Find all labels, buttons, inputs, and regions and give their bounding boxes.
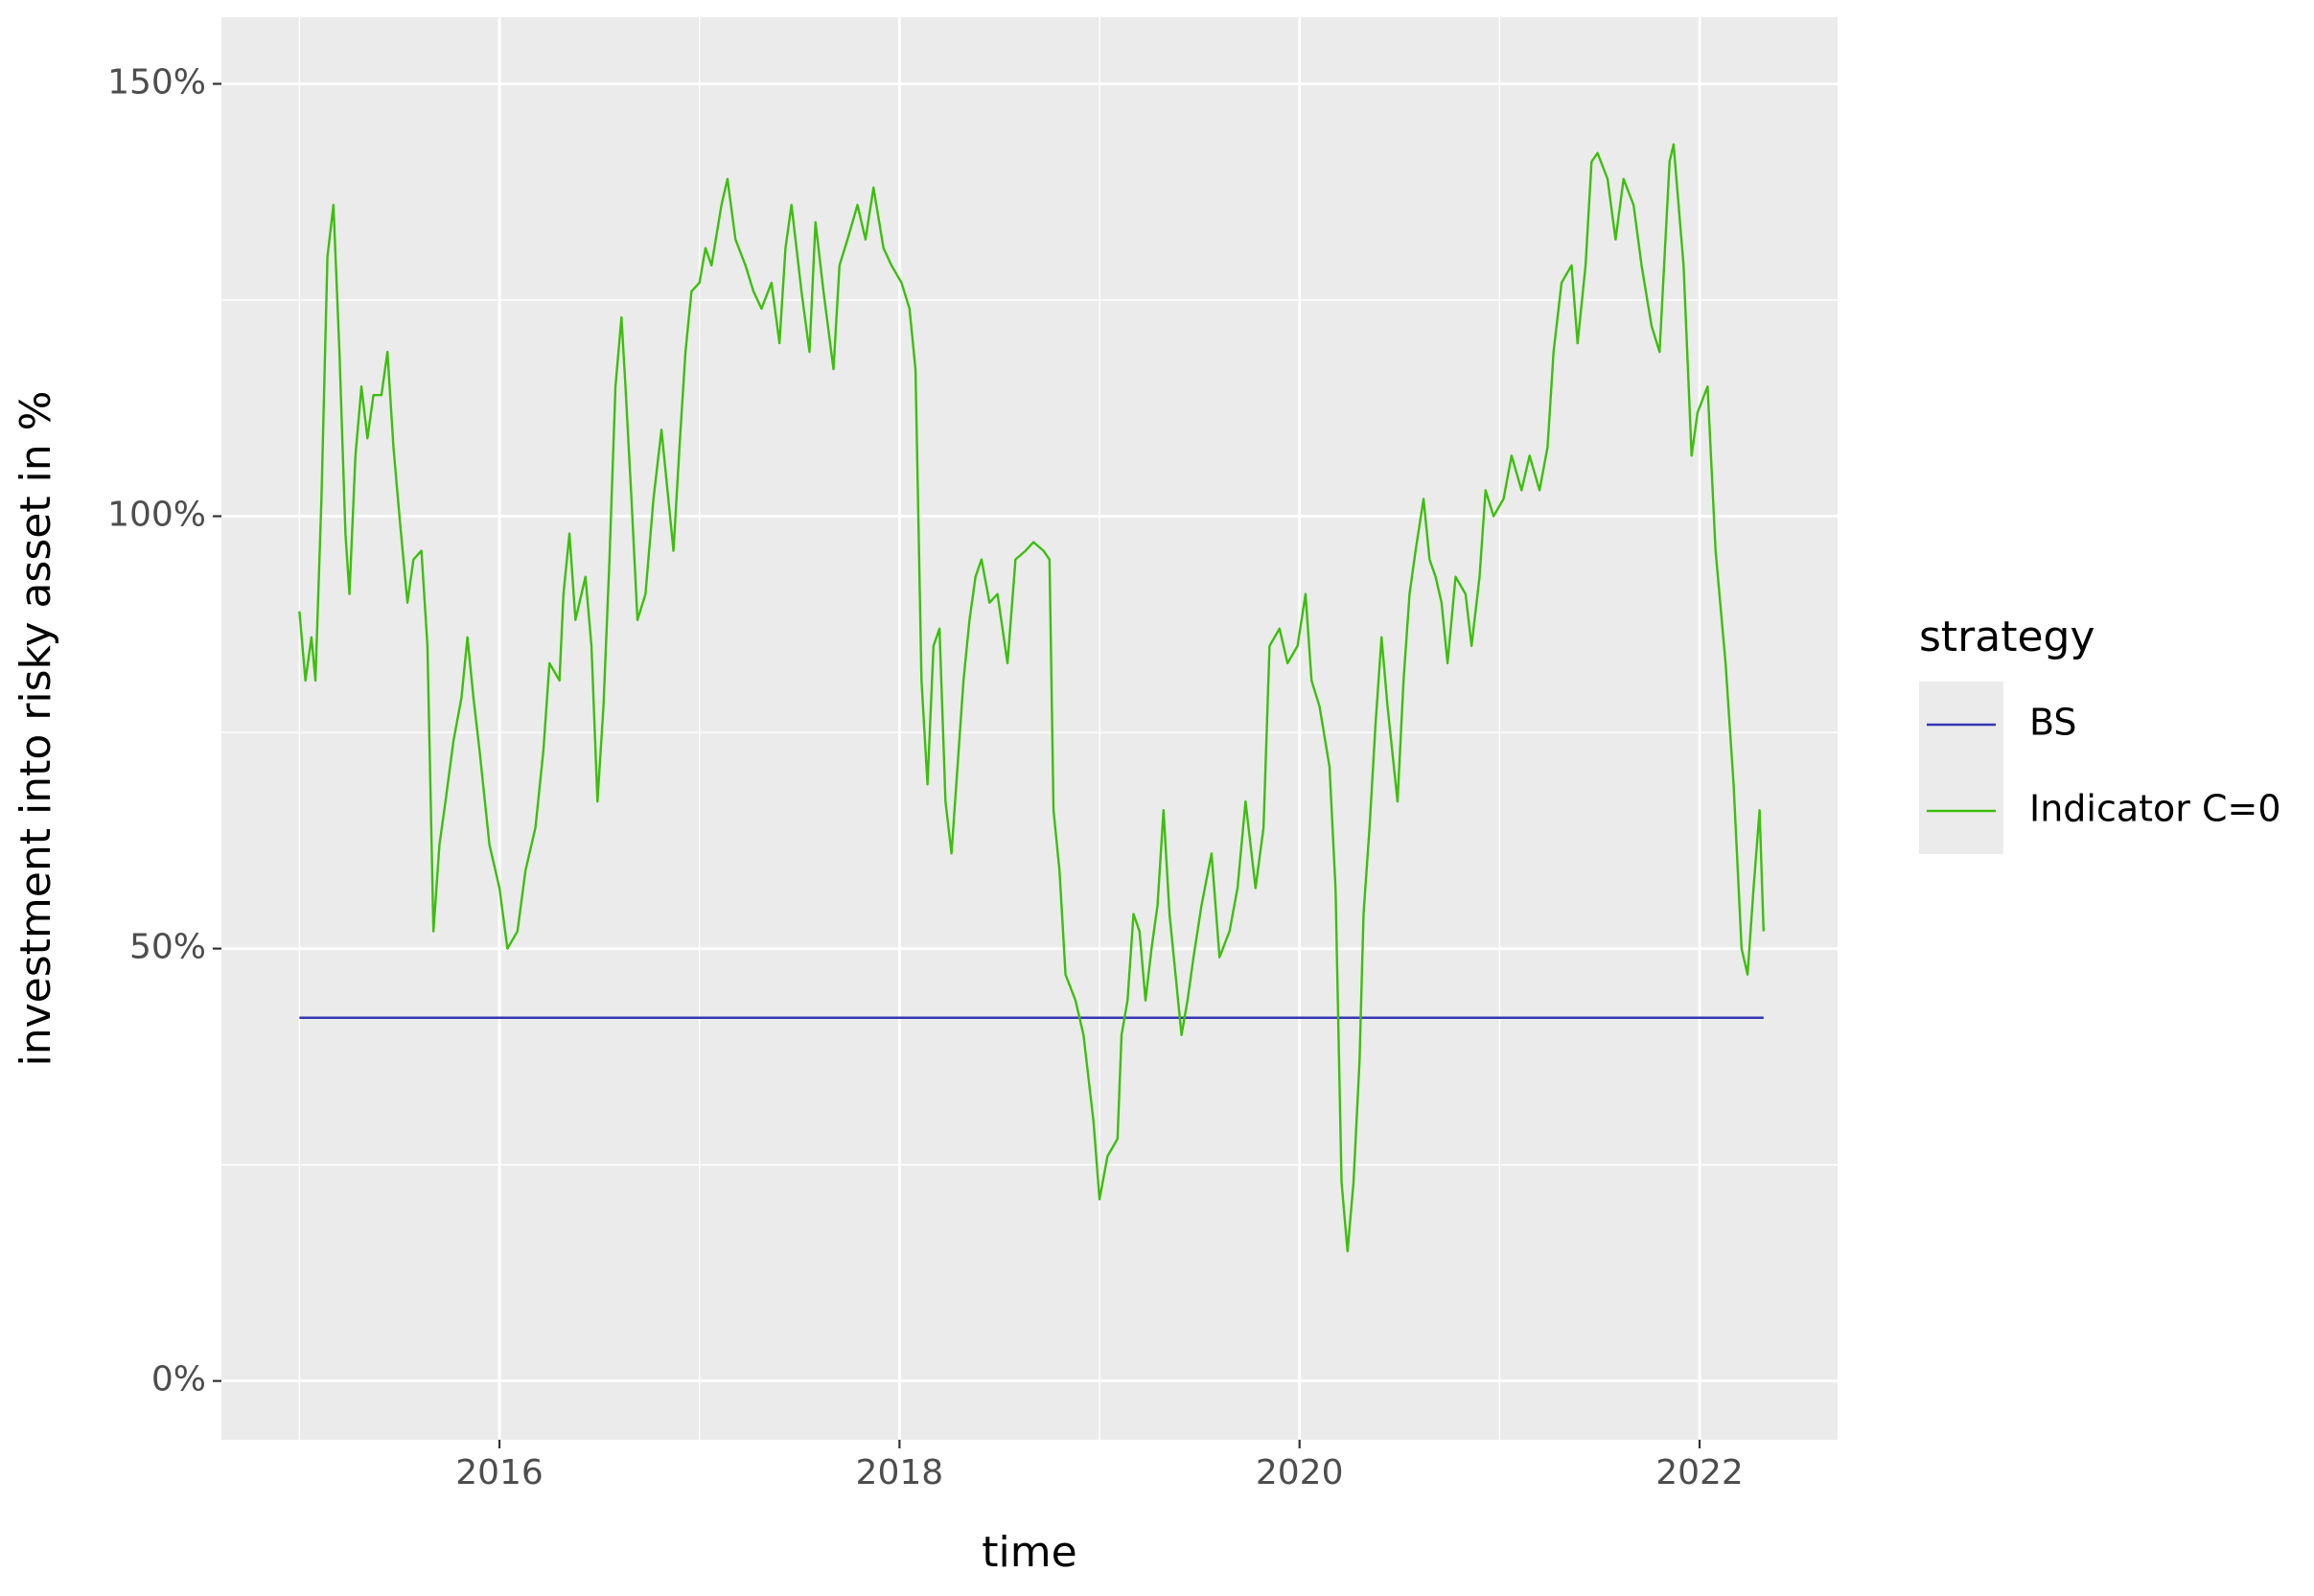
legend-label: Indicator C=0 bbox=[2029, 788, 2281, 830]
series-line bbox=[298, 143, 1765, 1253]
legend-label: BS bbox=[2029, 702, 2077, 744]
x-tick-label: 2020 bbox=[1256, 1453, 1344, 1492]
y-tick-label: 150% bbox=[107, 62, 206, 102]
x-tick-label: 2018 bbox=[856, 1453, 944, 1492]
lines bbox=[298, 143, 1765, 1253]
legend-key-background bbox=[1919, 682, 2003, 854]
y-tick-label: 100% bbox=[107, 496, 206, 535]
x-axis-title: time bbox=[982, 1528, 1076, 1577]
legend-title: strategy bbox=[1919, 613, 2095, 661]
x-tick-label: 2022 bbox=[1655, 1453, 1744, 1492]
y-tick-label: 0% bbox=[151, 1360, 206, 1399]
y-axis-title: investment into risky asset in % bbox=[12, 391, 60, 1067]
grid bbox=[221, 17, 1838, 1440]
legend: strategy BS Indicator C=0 bbox=[1919, 613, 2281, 854]
panel bbox=[221, 17, 1838, 1440]
axes: 2016 2018 2020 2022 0% 50% 100% 150% bbox=[107, 62, 1744, 1492]
y-tick-label: 50% bbox=[129, 928, 206, 967]
x-tick-label: 2016 bbox=[455, 1453, 544, 1492]
